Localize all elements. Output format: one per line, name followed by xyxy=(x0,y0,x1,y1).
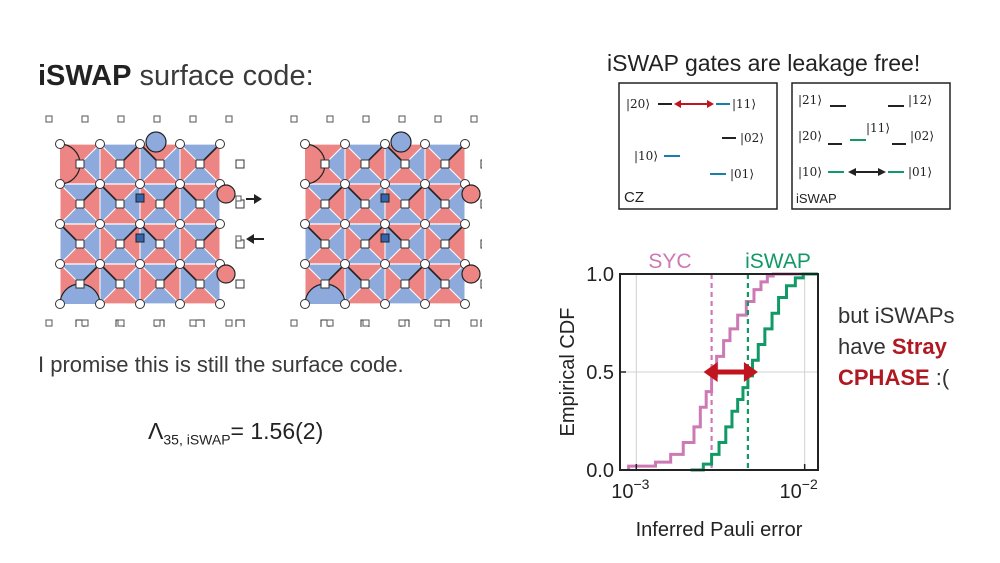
y-axis-label: Empirical CDF xyxy=(557,308,579,437)
iswap-l01: |01⟩ xyxy=(908,165,932,179)
cphase-highlight: CPHASE xyxy=(838,365,930,390)
leakage-title: iSWAP gates are leakage free! xyxy=(607,50,921,76)
stray-tail: :( xyxy=(929,365,950,390)
promise-text: I promise this is still the surface code… xyxy=(38,352,404,377)
stray-cphase-note: but iSWAPs have Stray CPHASE :( xyxy=(838,300,955,393)
iswap-l10: |10⟩ xyxy=(798,165,822,179)
lambda-symbol: Λ xyxy=(148,418,164,444)
swap-arrows xyxy=(235,194,264,244)
y-tick-label: 0.5 xyxy=(586,362,614,384)
iswap-arrow-left-icon xyxy=(848,168,856,176)
stray-line3: CPHASE :( xyxy=(838,362,955,393)
arrow-left-icon xyxy=(703,362,718,382)
x-tick-label: 10−2 xyxy=(780,476,818,503)
y-tick-label: 0.0 xyxy=(586,460,614,482)
stray-line2: have Stray xyxy=(838,331,955,362)
cz-arrow-right-icon xyxy=(707,100,714,108)
lambda-value: = 1.56(2) xyxy=(230,418,324,444)
title-bold: iSWAP xyxy=(38,60,132,92)
lambda-formula: Λ35, iSWAP= 1.56(2) xyxy=(148,418,323,448)
legend-syc: SYC xyxy=(648,250,691,273)
iswap-panel: |21⟩ |12⟩ |20⟩ |11⟩ |02⟩ |10⟩ |01⟩ iSWAP xyxy=(791,82,951,210)
x-tick-label: 10−3 xyxy=(611,476,649,503)
lattice-after xyxy=(290,115,482,327)
iswap-l02: |02⟩ xyxy=(910,129,934,143)
iswap-l20: |20⟩ xyxy=(798,129,822,143)
y-tick-label: 1.0 xyxy=(586,264,614,286)
iswap-label: iSWAP xyxy=(796,191,837,206)
stray-line1: but iSWAPs xyxy=(838,303,955,328)
lambda-subscript: 35, iSWAP xyxy=(163,431,231,448)
median-shift-arrow xyxy=(703,362,758,382)
energy-level-diagrams: |20⟩ |11⟩ |02⟩ |10⟩ |01⟩ CZ |21⟩ |12⟩ |2… xyxy=(618,82,951,210)
title-rest: surface code: xyxy=(131,60,314,92)
series-line-syc xyxy=(627,272,818,470)
lattice-before xyxy=(45,115,245,327)
legend-iswap: iSWAP xyxy=(745,250,811,273)
arrow-left-icon xyxy=(246,234,254,244)
iswap-l21: |21⟩ xyxy=(798,93,822,107)
cz-label: CZ xyxy=(624,189,644,206)
cz-panel: |20⟩ |11⟩ |02⟩ |10⟩ |01⟩ CZ xyxy=(618,82,778,210)
cz-arrow-left-icon xyxy=(674,100,681,108)
iswap-arrow-right-icon xyxy=(878,168,886,176)
stray-have: have xyxy=(838,334,892,359)
cdf-chart: 0.0 0.5 1.0 10−3 10−2 SYC iSWAP Inferred Pau… xyxy=(557,250,819,541)
stray-highlight: Stray xyxy=(891,334,947,359)
arrow-right-icon xyxy=(743,362,758,382)
iswap-l11: |11⟩ xyxy=(866,121,890,135)
iswap-l12: |12⟩ xyxy=(908,93,932,107)
arrow-right-icon xyxy=(254,194,262,204)
cz-l20: |20⟩ xyxy=(626,97,650,111)
cz-l11: |11⟩ xyxy=(732,97,756,111)
cz-l10: |10⟩ xyxy=(634,149,658,163)
chart-ticks: 0.0 0.5 1.0 10−3 10−2 xyxy=(586,264,818,503)
cz-l01: |01⟩ xyxy=(730,167,754,181)
x-axis-label: Inferred Pauli error xyxy=(636,519,803,541)
slide-title: iSWAP surface code: xyxy=(38,60,314,93)
cz-l02: |02⟩ xyxy=(740,131,764,145)
surface-code-lattice-diagram xyxy=(45,115,482,327)
